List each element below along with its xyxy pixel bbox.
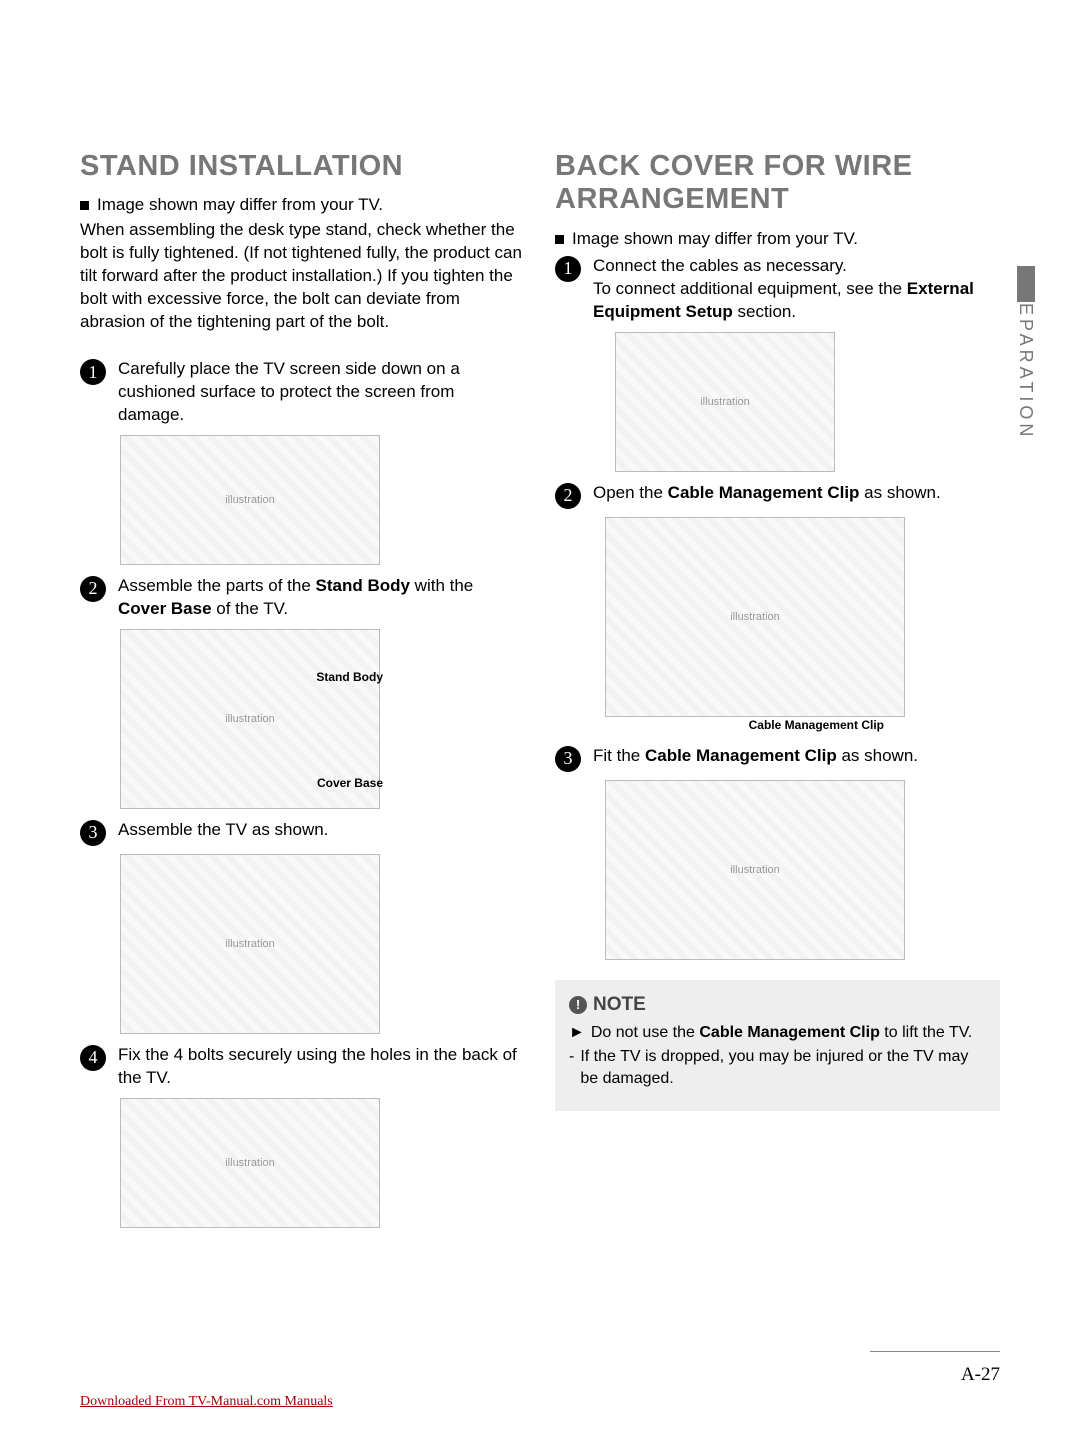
right-image-note-text: Image shown may differ from your TV. (572, 229, 858, 249)
t: Do not use the Cable Management Clip to … (591, 1022, 973, 1044)
step-number-icon: 1 (555, 256, 581, 282)
t: Cable Management Clip (668, 483, 860, 502)
right-image-note: Image shown may differ from your TV. (555, 229, 1000, 249)
t: Fit the (593, 746, 645, 765)
t: Assemble the parts of the (118, 576, 316, 595)
left-intro: When assembling the desk type stand, che… (80, 219, 525, 334)
square-bullet-icon (80, 201, 89, 210)
t: as shown. (837, 746, 918, 765)
download-source-link[interactable]: Downloaded From TV-Manual.com Manuals (80, 1394, 333, 1410)
illus-label-cover-base: Cover Base (317, 776, 383, 790)
left-step-3-illustration: illustration (120, 854, 380, 1034)
left-step-3-text: Assemble the TV as shown. (118, 819, 328, 842)
left-image-note: Image shown may differ from your TV. (80, 195, 525, 215)
right-step-2-text: Open the Cable Management Clip as shown. (593, 482, 941, 505)
left-step-4: 4 Fix the 4 bolts securely using the hol… (80, 1044, 525, 1090)
step-number-icon: 3 (80, 820, 106, 846)
note-line-2: - If the TV is dropped, you may be injur… (569, 1046, 986, 1091)
note-icon: ! (569, 996, 587, 1014)
note-heading-text: NOTE (593, 994, 646, 1016)
page-number: A-27 (961, 1364, 1000, 1386)
t: To connect additional equipment, see the (593, 279, 907, 298)
left-step-2-text: Assemble the parts of the Stand Body wit… (118, 575, 525, 621)
t: Connect the cables as necessary. (593, 256, 847, 275)
left-heading: STAND INSTALLATION (80, 150, 525, 183)
left-step-4-illustration: illustration (120, 1098, 380, 1228)
right-column: BACK COVER FOR WIRE ARRANGEMENT Image sh… (555, 150, 1000, 1236)
left-column: STAND INSTALLATION Image shown may diffe… (80, 150, 525, 1236)
right-heading: BACK COVER FOR WIRE ARRANGEMENT (555, 150, 1000, 217)
right-step-3: 3 Fit the Cable Management Clip as shown… (555, 745, 1000, 772)
left-step-3: 3 Assemble the TV as shown. (80, 819, 525, 846)
right-step-3-illustration: illustration (605, 780, 905, 960)
t: Cable Management Clip (645, 746, 837, 765)
t: to lift the TV. (880, 1024, 973, 1041)
t: with the (410, 576, 473, 595)
dash-icon: - (569, 1046, 574, 1091)
t: Open the (593, 483, 668, 502)
section-tab: PREPARATION (1015, 270, 1036, 440)
t: Cable Management Clip (699, 1024, 879, 1041)
left-step-1-text: Carefully place the TV screen side down … (118, 358, 525, 427)
illus-label-stand-body: Stand Body (316, 670, 383, 684)
t: Cover Base (118, 599, 212, 618)
note-heading: ! NOTE (569, 994, 986, 1016)
t: of the TV. (212, 599, 289, 618)
right-step-2: 2 Open the Cable Management Clip as show… (555, 482, 1000, 509)
arrow-icon: ► (569, 1022, 585, 1044)
step-number-icon: 3 (555, 746, 581, 772)
note-line-1: ► Do not use the Cable Management Clip t… (569, 1022, 986, 1044)
t: If the TV is dropped, you may be injured… (580, 1046, 986, 1091)
left-image-note-text: Image shown may differ from your TV. (97, 195, 383, 215)
right-step-1-text: Connect the cables as necessary. To conn… (593, 255, 1000, 324)
t: Stand Body (316, 576, 410, 595)
step-number-icon: 1 (80, 359, 106, 385)
square-bullet-icon (555, 235, 564, 244)
left-step-4-text: Fix the 4 bolts securely using the holes… (118, 1044, 525, 1090)
t: Do not use the (591, 1024, 700, 1041)
footer-rule (870, 1351, 1000, 1352)
page-content: STAND INSTALLATION Image shown may diffe… (80, 150, 1000, 1236)
step-number-icon: 2 (80, 576, 106, 602)
right-step-2-illustration: illustration Cable Management Clip (605, 517, 905, 717)
t: section. (733, 302, 796, 321)
right-step-1-illustration: illustration (615, 332, 835, 472)
step-number-icon: 2 (555, 483, 581, 509)
left-step-1: 1 Carefully place the TV screen side dow… (80, 358, 525, 427)
left-step-1-illustration: illustration (120, 435, 380, 565)
step-number-icon: 4 (80, 1045, 106, 1071)
t: as shown. (859, 483, 940, 502)
left-step-2-illustration: illustration Stand Body Cover Base (120, 629, 380, 809)
left-step-2: 2 Assemble the parts of the Stand Body w… (80, 575, 525, 621)
right-step-1: 1 Connect the cables as necessary. To co… (555, 255, 1000, 324)
illus-label-cable-clip: Cable Management Clip (749, 718, 884, 732)
note-box: ! NOTE ► Do not use the Cable Management… (555, 980, 1000, 1111)
right-step-3-text: Fit the Cable Management Clip as shown. (593, 745, 918, 768)
